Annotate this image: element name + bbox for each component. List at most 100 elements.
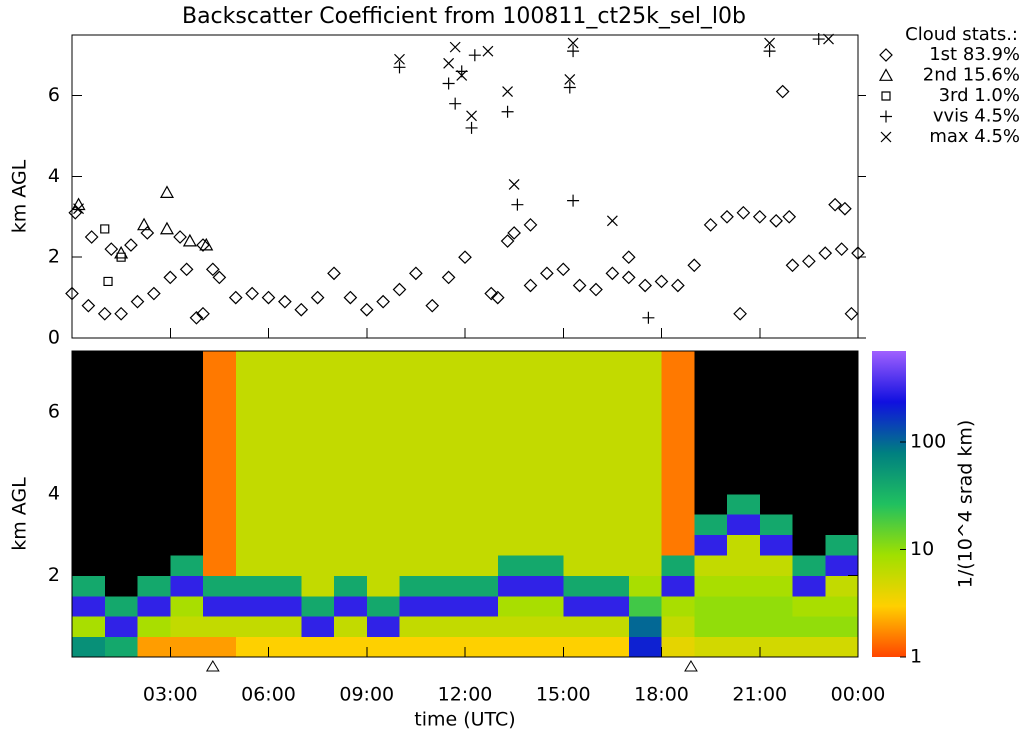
heat-cell xyxy=(432,351,466,372)
heat-cell xyxy=(792,575,826,597)
heat-cell xyxy=(727,412,761,434)
plot-frame xyxy=(71,34,859,339)
marker xyxy=(563,81,576,94)
heat-cell xyxy=(497,514,531,536)
heat-cell xyxy=(628,351,662,372)
heat-cell xyxy=(759,636,793,658)
heat-cell xyxy=(301,636,335,658)
heat-cell xyxy=(628,432,662,454)
marker xyxy=(687,258,702,273)
heat-cell xyxy=(825,391,859,413)
heat-cell xyxy=(334,595,368,617)
heat-cell xyxy=(792,534,826,556)
heat-cell xyxy=(203,575,237,597)
y-tick-label: 6 xyxy=(48,401,60,423)
marker xyxy=(484,286,499,301)
marker xyxy=(68,205,83,220)
heat-cell xyxy=(432,473,466,495)
heat-cell xyxy=(72,351,106,372)
heat-cell xyxy=(334,514,368,536)
heat-cell xyxy=(366,371,400,393)
heat-cell xyxy=(497,473,531,495)
heat-cell xyxy=(137,616,171,638)
heat-cell xyxy=(366,351,400,372)
heat-cell xyxy=(399,391,433,413)
heat-cell xyxy=(628,555,662,576)
heat-cell xyxy=(235,453,269,474)
heat-cell xyxy=(694,432,728,454)
y-tick-label: 4 xyxy=(48,482,60,504)
heat-cell xyxy=(104,595,138,617)
heat-cell xyxy=(792,493,826,515)
heat-cell xyxy=(628,391,662,413)
marker xyxy=(720,209,734,224)
heat-cell xyxy=(563,473,597,495)
heat-cell xyxy=(530,636,564,658)
x-tick-label: 15:00 xyxy=(536,684,591,706)
heat-cell xyxy=(465,595,499,617)
heat-cell xyxy=(301,534,335,556)
y-tick-label: 4 xyxy=(48,165,60,187)
marker xyxy=(736,205,751,220)
heat-cell xyxy=(301,391,335,413)
marker xyxy=(205,262,220,277)
heat-cell xyxy=(465,412,499,434)
marker xyxy=(564,74,576,85)
heat-cell xyxy=(268,351,302,372)
heat-cell xyxy=(104,514,138,536)
colorbar xyxy=(872,351,906,657)
heat-cell xyxy=(137,555,171,576)
heat-cell xyxy=(759,595,793,617)
heat-cell xyxy=(694,473,728,495)
legend-label: vvis 4.5% xyxy=(933,106,1020,127)
y-tick-label: 6 xyxy=(48,84,60,106)
event-marker xyxy=(205,660,220,672)
x-tick-label: 18:00 xyxy=(634,684,689,706)
heat-cell xyxy=(497,555,531,576)
heat-cell xyxy=(596,473,630,495)
heat-cell xyxy=(104,636,138,658)
heat-cell xyxy=(530,616,564,638)
colorbar-tick-label: 100 xyxy=(910,430,946,452)
marker xyxy=(823,33,834,45)
marker xyxy=(73,203,84,215)
heat-cell xyxy=(203,391,237,413)
marker xyxy=(199,237,214,251)
heat-cell xyxy=(235,351,269,372)
marker xyxy=(173,230,187,244)
heat-cell xyxy=(563,616,597,638)
heat-cell xyxy=(268,636,302,658)
marker xyxy=(81,298,96,313)
heat-cell xyxy=(759,351,793,372)
heat-cell xyxy=(366,493,400,515)
colorbar-tick-label: 1 xyxy=(910,646,922,668)
heat-cell xyxy=(170,575,204,597)
heat-cell xyxy=(530,371,564,393)
heat-cell xyxy=(104,616,138,638)
heat-cell xyxy=(530,493,564,515)
heat-cell xyxy=(432,514,466,536)
heat-cell xyxy=(203,351,237,372)
heat-cell xyxy=(530,432,564,454)
marker xyxy=(764,37,775,49)
heat-cell xyxy=(235,391,269,413)
marker xyxy=(97,306,112,321)
marker xyxy=(782,209,797,224)
heat-cell xyxy=(72,616,106,638)
heat-cell xyxy=(268,575,302,597)
heat-cell xyxy=(792,616,826,638)
marker xyxy=(838,201,852,216)
marker xyxy=(163,270,178,285)
heat-cell xyxy=(628,575,662,597)
heat-cell xyxy=(334,351,368,372)
heat-cell xyxy=(366,432,400,454)
legend-label: 2nd 15.6% xyxy=(923,65,1020,86)
heat-cell xyxy=(596,636,630,658)
marker xyxy=(458,250,472,265)
heat-cell xyxy=(825,432,859,454)
marker xyxy=(196,238,210,252)
heat-cell xyxy=(497,636,531,658)
heat-cell xyxy=(727,473,761,495)
heat-cell xyxy=(792,391,826,413)
heat-cell xyxy=(72,493,106,515)
